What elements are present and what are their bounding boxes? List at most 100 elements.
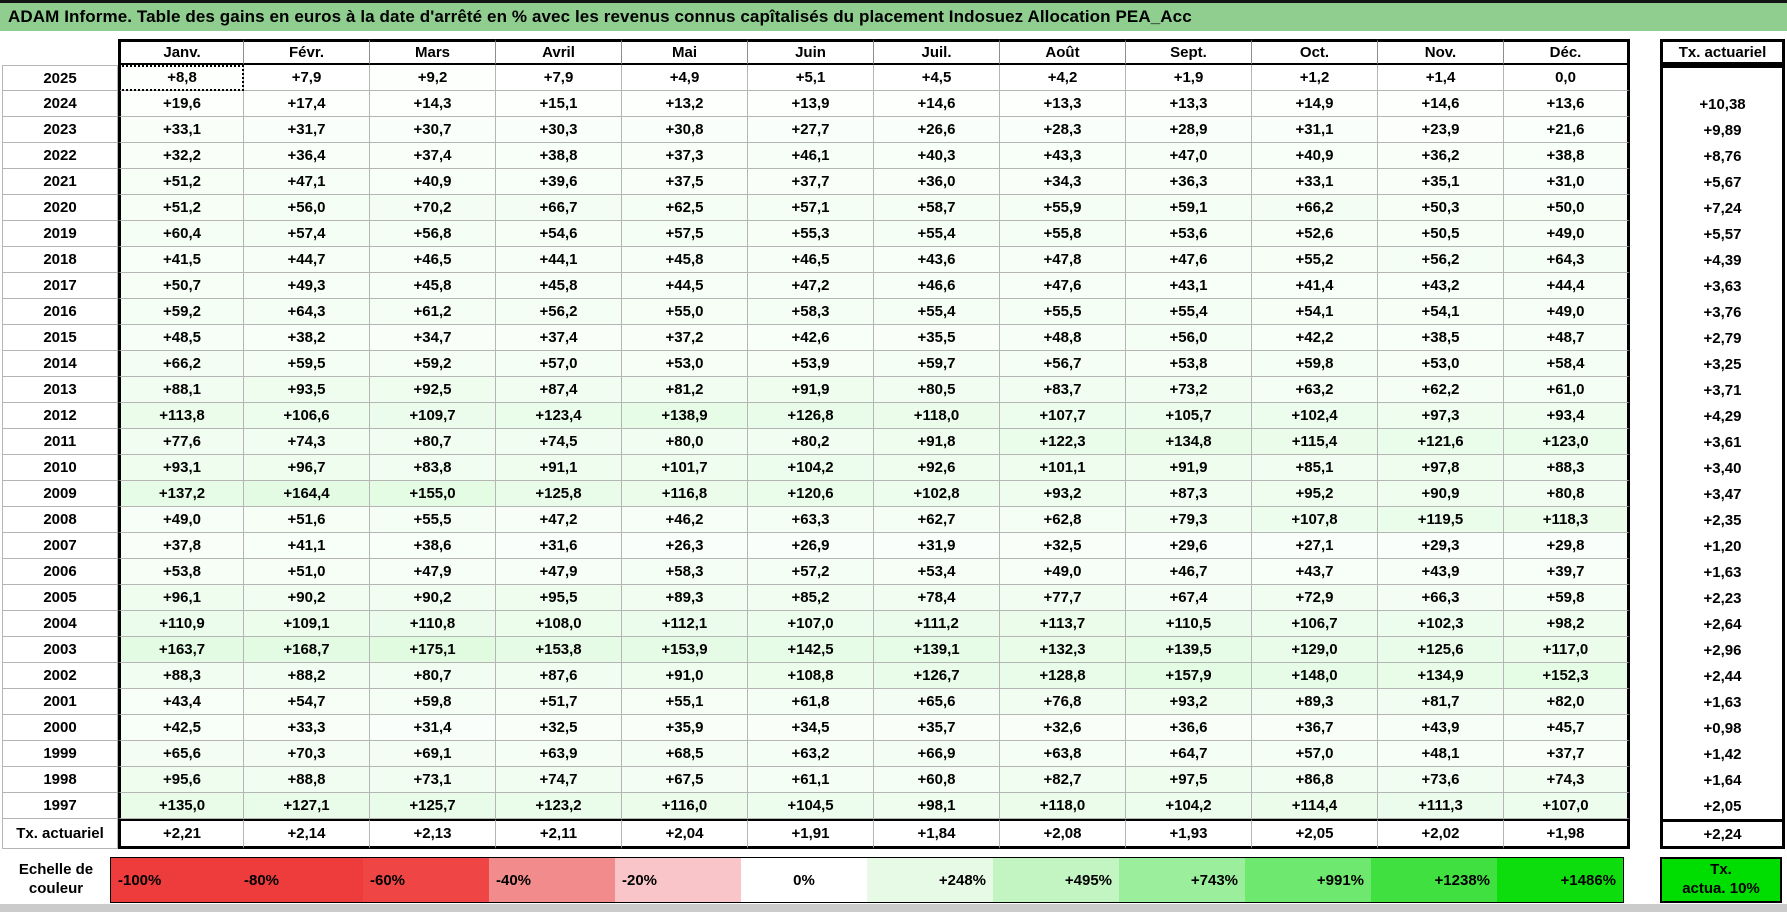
gain-cell[interactable]: +32,6	[1000, 715, 1126, 741]
gain-cell[interactable]: +50,3	[1378, 195, 1504, 221]
gain-cell[interactable]: +56,0	[1126, 325, 1252, 351]
gain-cell[interactable]: +59,1	[1126, 195, 1252, 221]
gain-cell[interactable]: +111,2	[874, 611, 1000, 637]
legend-color-cell[interactable]: +248%	[867, 858, 993, 902]
gain-cell[interactable]: +56,7	[1000, 351, 1126, 377]
gain-cell[interactable]: +66,3	[1378, 585, 1504, 611]
gain-cell[interactable]: +26,9	[748, 533, 874, 559]
gain-cell[interactable]: +102,4	[1252, 403, 1378, 429]
tx-actuariel-cell[interactable]: +2,35	[1660, 507, 1785, 533]
gain-cell[interactable]: +91,8	[874, 429, 1000, 455]
month-header[interactable]: Janv.	[118, 39, 244, 65]
year-label[interactable]: 2022	[2, 143, 118, 169]
gain-cell[interactable]: +46,6	[874, 273, 1000, 299]
gain-cell[interactable]: +72,9	[1252, 585, 1378, 611]
gain-cell[interactable]: +74,7	[496, 767, 622, 793]
year-label[interactable]: 2018	[2, 247, 118, 273]
gain-cell[interactable]: +1,2	[1252, 65, 1378, 91]
tx-rate-cell[interactable]: +1,84	[874, 819, 1000, 849]
gain-cell[interactable]: +116,8	[622, 481, 748, 507]
gain-cell[interactable]: +47,1	[244, 169, 370, 195]
gain-cell[interactable]: +85,2	[748, 585, 874, 611]
tx-rate-cell[interactable]: +2,14	[244, 819, 370, 849]
gain-cell[interactable]: +79,3	[1126, 507, 1252, 533]
gain-cell[interactable]: +65,6	[874, 689, 1000, 715]
gain-cell[interactable]: +36,2	[1378, 143, 1504, 169]
selected-cell[interactable]: +8,8	[118, 65, 244, 91]
gain-cell[interactable]: +43,6	[874, 247, 1000, 273]
gain-cell[interactable]: +137,2	[118, 481, 244, 507]
year-label[interactable]: 2012	[2, 403, 118, 429]
gain-cell[interactable]: +82,0	[1504, 689, 1630, 715]
gain-cell[interactable]: +101,7	[622, 455, 748, 481]
gain-cell[interactable]: +53,4	[874, 559, 1000, 585]
gain-cell[interactable]: +35,7	[874, 715, 1000, 741]
gain-cell[interactable]: +42,6	[748, 325, 874, 351]
gain-cell[interactable]: +51,2	[118, 195, 244, 221]
gain-cell[interactable]: +28,9	[1126, 117, 1252, 143]
gain-cell[interactable]: +90,2	[244, 585, 370, 611]
gain-cell[interactable]: +51,7	[496, 689, 622, 715]
gain-cell[interactable]: +47,9	[370, 559, 496, 585]
gain-cell[interactable]: +4,2	[1000, 65, 1126, 91]
gain-cell[interactable]: +125,6	[1378, 637, 1504, 663]
gain-cell[interactable]: +117,0	[1504, 637, 1630, 663]
gain-cell[interactable]: +17,4	[244, 91, 370, 117]
gain-cell[interactable]: +107,0	[748, 611, 874, 637]
gain-cell[interactable]: +44,7	[244, 247, 370, 273]
gain-cell[interactable]: +110,8	[370, 611, 496, 637]
gain-cell[interactable]: +47,8	[1000, 247, 1126, 273]
gain-cell[interactable]: +107,0	[1504, 793, 1630, 819]
gain-cell[interactable]: +38,5	[1378, 325, 1504, 351]
gain-cell[interactable]: +67,5	[622, 767, 748, 793]
legend-color-cell[interactable]: +991%	[1245, 858, 1371, 902]
gain-cell[interactable]: +95,5	[496, 585, 622, 611]
gain-cell[interactable]: +54,6	[496, 221, 622, 247]
gain-cell[interactable]: +95,2	[1252, 481, 1378, 507]
gain-cell[interactable]: +104,5	[748, 793, 874, 819]
tx-actuariel-cell[interactable]: +8,76	[1660, 143, 1785, 169]
tx-actuariel-cell[interactable]: +0,98	[1660, 715, 1785, 741]
month-header[interactable]: Août	[1000, 39, 1126, 65]
year-label[interactable]: 2005	[2, 585, 118, 611]
gain-cell[interactable]: +109,1	[244, 611, 370, 637]
tx-rate-cell[interactable]: +2,04	[622, 819, 748, 849]
tx-actuariel-cell[interactable]: +2,24	[1660, 819, 1785, 849]
gain-cell[interactable]: +34,7	[370, 325, 496, 351]
gain-cell[interactable]: +47,6	[1126, 247, 1252, 273]
tx-rate-cell[interactable]: +1,93	[1126, 819, 1252, 849]
month-header[interactable]: Juil.	[874, 39, 1000, 65]
gain-cell[interactable]: +55,5	[370, 507, 496, 533]
year-label[interactable]: 2020	[2, 195, 118, 221]
legend-color-cell[interactable]: -80%	[237, 858, 363, 902]
gain-cell[interactable]: +91,9	[1126, 455, 1252, 481]
gain-cell[interactable]: +125,8	[496, 481, 622, 507]
gain-cell[interactable]: +87,6	[496, 663, 622, 689]
gain-cell[interactable]: +29,6	[1126, 533, 1252, 559]
legend-color-cell[interactable]: 0%	[741, 858, 867, 902]
gain-cell[interactable]: +106,6	[244, 403, 370, 429]
tx-rate-cell[interactable]: +1,91	[748, 819, 874, 849]
year-label[interactable]: 2015	[2, 325, 118, 351]
gain-cell[interactable]: +37,2	[622, 325, 748, 351]
gain-cell[interactable]: +122,3	[1000, 429, 1126, 455]
gain-cell[interactable]: +83,8	[370, 455, 496, 481]
gain-cell[interactable]: +139,5	[1126, 637, 1252, 663]
gain-cell[interactable]: +32,5	[496, 715, 622, 741]
gain-cell[interactable]: +43,1	[1126, 273, 1252, 299]
gain-cell[interactable]: +88,8	[244, 767, 370, 793]
gain-cell[interactable]: +44,4	[1504, 273, 1630, 299]
gain-cell[interactable]: +56,2	[496, 299, 622, 325]
gain-cell[interactable]: +41,4	[1252, 273, 1378, 299]
gain-cell[interactable]: +58,4	[1504, 351, 1630, 377]
month-header[interactable]: Févr.	[244, 39, 370, 65]
gain-cell[interactable]: +128,8	[1000, 663, 1126, 689]
gain-cell[interactable]: +1,9	[1126, 65, 1252, 91]
gain-cell[interactable]: +54,1	[1252, 299, 1378, 325]
tx-actuariel-cell[interactable]	[1660, 65, 1785, 91]
tx-actuariel-cell[interactable]: +3,40	[1660, 455, 1785, 481]
gain-cell[interactable]: +35,9	[622, 715, 748, 741]
gain-cell[interactable]: +62,5	[622, 195, 748, 221]
legend-color-cell[interactable]: +1238%	[1371, 858, 1497, 902]
gain-cell[interactable]: +47,0	[1126, 143, 1252, 169]
